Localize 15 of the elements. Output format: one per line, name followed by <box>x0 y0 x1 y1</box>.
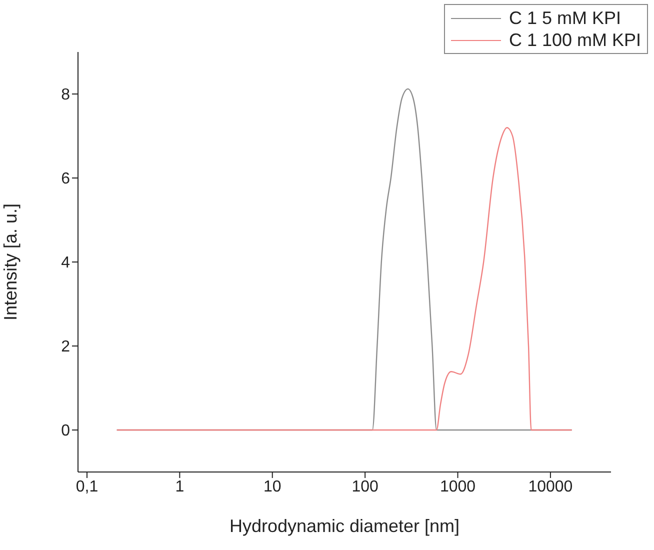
x-tick-label: 10 <box>263 478 282 496</box>
x-tick-label: 0,1 <box>76 478 98 496</box>
x-axis-title: Hydrodynamic diameter [nm] <box>229 516 460 536</box>
x-tick-label: 100 <box>352 478 379 496</box>
y-tick-label: 4 <box>61 254 70 272</box>
legend-label: C 1 100 mM KPI <box>508 29 641 51</box>
legend-label: C 1 5 mM KPI <box>508 7 621 29</box>
x-tick-label: 1 <box>175 478 184 496</box>
y-tick-label: 6 <box>61 170 70 188</box>
y-tick-label: 0 <box>61 422 70 440</box>
y-tick-label: 2 <box>61 338 70 356</box>
x-tick-label: 1000 <box>440 478 476 496</box>
x-tick-label: 10000 <box>528 478 573 496</box>
y-axis-title: Intensity [a. u.] <box>0 203 20 321</box>
y-tick-label: 8 <box>61 86 70 104</box>
